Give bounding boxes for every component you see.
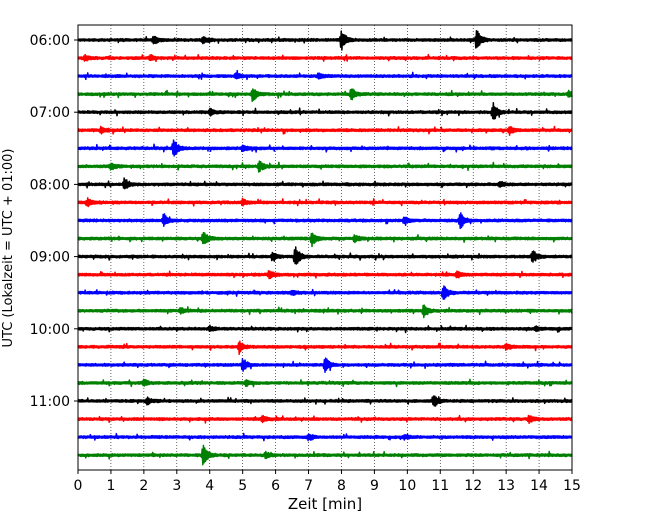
x-tick-label: 12 bbox=[464, 478, 482, 494]
seismogram-trace bbox=[77, 340, 573, 356]
seismogram-trace bbox=[77, 324, 573, 334]
x-axis-ticks: 0 1 2 3 4 5 6 7 8 9 10 11 12 13 14 15 bbox=[74, 470, 581, 494]
seismogram-trace bbox=[77, 69, 573, 81]
x-tick-label: 0 bbox=[74, 478, 83, 494]
y-tick-label: 11:00 bbox=[30, 394, 70, 410]
seismogram-trace bbox=[77, 357, 573, 373]
seismogram-trace bbox=[77, 29, 573, 51]
seismogram-trace bbox=[77, 246, 573, 265]
x-tick-label: 6 bbox=[271, 478, 280, 494]
seismogram-trace bbox=[77, 304, 573, 319]
x-tick-label: 8 bbox=[337, 478, 346, 494]
x-tick-label: 11 bbox=[431, 478, 449, 494]
y-tick-label: 06:00 bbox=[30, 33, 70, 49]
seismogram-trace bbox=[77, 88, 573, 103]
seismogram-trace bbox=[77, 160, 573, 173]
x-tick-label: 3 bbox=[172, 478, 181, 494]
seismogram-trace bbox=[77, 285, 573, 300]
vertical-grid bbox=[110, 25, 540, 470]
seismogram-trace bbox=[77, 212, 573, 230]
seismogram-trace bbox=[77, 139, 573, 157]
x-tick-label: 2 bbox=[139, 478, 148, 494]
y-tick-label: 08:00 bbox=[30, 177, 70, 193]
x-tick-label: 10 bbox=[398, 478, 416, 494]
x-tick-label: 7 bbox=[304, 478, 313, 494]
seismogram-trace bbox=[77, 125, 573, 136]
seismogram-trace bbox=[77, 270, 573, 280]
x-tick-label: 14 bbox=[530, 478, 548, 494]
x-tick-label: 4 bbox=[205, 478, 214, 494]
seismogram-trace bbox=[77, 414, 573, 425]
seismogram-trace bbox=[77, 177, 573, 190]
seismogram-trace bbox=[77, 231, 573, 248]
x-axis-label: Zeit [min] bbox=[288, 495, 362, 513]
plot-background bbox=[78, 25, 572, 470]
y-axis-ticks: 06:00 07:00 08:00 09:00 10:00 11:00 bbox=[30, 33, 78, 410]
y-tick-label: 10:00 bbox=[30, 322, 70, 338]
seismogram-trace bbox=[77, 197, 573, 208]
x-tick-label: 13 bbox=[497, 478, 515, 494]
y-tick-label: 09:00 bbox=[30, 250, 70, 266]
x-tick-label: 5 bbox=[238, 478, 247, 494]
seismogram-trace bbox=[77, 102, 573, 120]
x-tick-label: 15 bbox=[563, 478, 581, 494]
seismogram-traces bbox=[77, 29, 573, 466]
seismogram-trace bbox=[77, 395, 573, 407]
seismogram-trace bbox=[77, 444, 573, 466]
x-tick-label: 9 bbox=[370, 478, 379, 494]
seismogram-trace bbox=[77, 432, 573, 442]
plot-frame bbox=[77, 24, 573, 471]
seismogram-trace bbox=[77, 378, 573, 388]
seismogram-trace bbox=[77, 53, 573, 63]
y-tick-label: 07:00 bbox=[30, 105, 70, 121]
x-tick-label: 1 bbox=[106, 478, 115, 494]
y-axis-label: UTC (Lokalzeit = UTC + 01:00) bbox=[1, 149, 16, 348]
